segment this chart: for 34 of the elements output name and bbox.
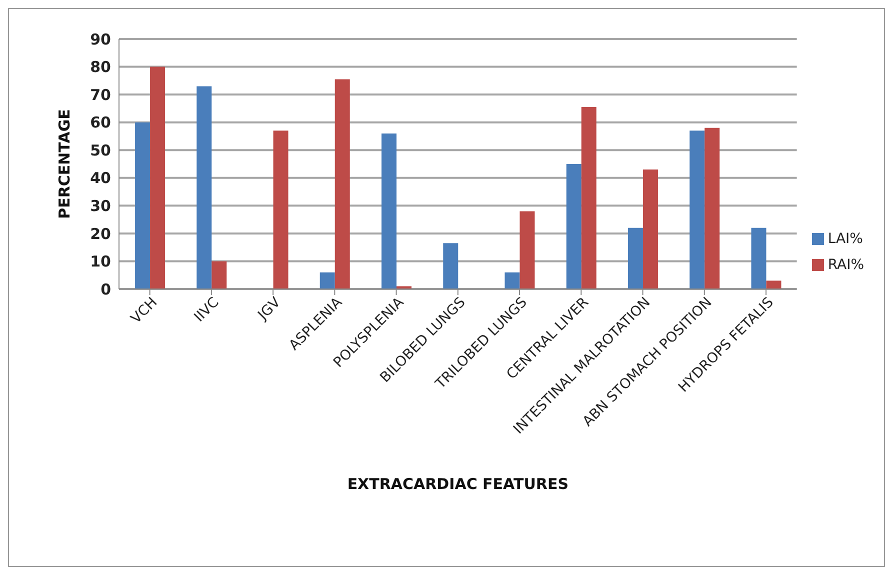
y-tick-label: 30: [90, 196, 111, 215]
bar: [642, 170, 658, 289]
bar: [690, 130, 705, 289]
bar: [196, 86, 212, 289]
y-tick-label: 0: [100, 280, 111, 298]
y-tick-label: 80: [90, 58, 111, 76]
x-axis-title: EXTRACARDIAC FEATURES: [347, 475, 569, 493]
y-tick-label: 50: [90, 141, 111, 160]
bar: [320, 272, 335, 289]
y-tick-label: 20: [90, 224, 111, 243]
y-tick-label: 60: [90, 114, 111, 132]
bar: [212, 261, 227, 289]
y-tick-label: 70: [90, 86, 111, 104]
bar: [135, 122, 150, 289]
bar: [751, 228, 766, 289]
bar: [504, 272, 520, 289]
legend-label: LAI%: [828, 230, 863, 246]
bar: [150, 66, 166, 289]
y-tick-label: 40: [90, 169, 111, 188]
bar: [396, 286, 412, 289]
bar: [443, 243, 458, 289]
bar: [566, 164, 582, 289]
bar: [628, 228, 643, 289]
y-axis-title: PERCENTAGE: [55, 109, 74, 219]
bar: [382, 133, 397, 289]
y-tick-label: 90: [90, 30, 111, 48]
bar: [520, 211, 535, 289]
bar: [334, 79, 350, 289]
legend-label: RAI%: [828, 256, 864, 272]
bar: [581, 107, 596, 289]
bar: [766, 280, 782, 289]
bar: [704, 128, 720, 289]
y-tick-label: 10: [90, 252, 111, 271]
bar: [273, 130, 288, 289]
